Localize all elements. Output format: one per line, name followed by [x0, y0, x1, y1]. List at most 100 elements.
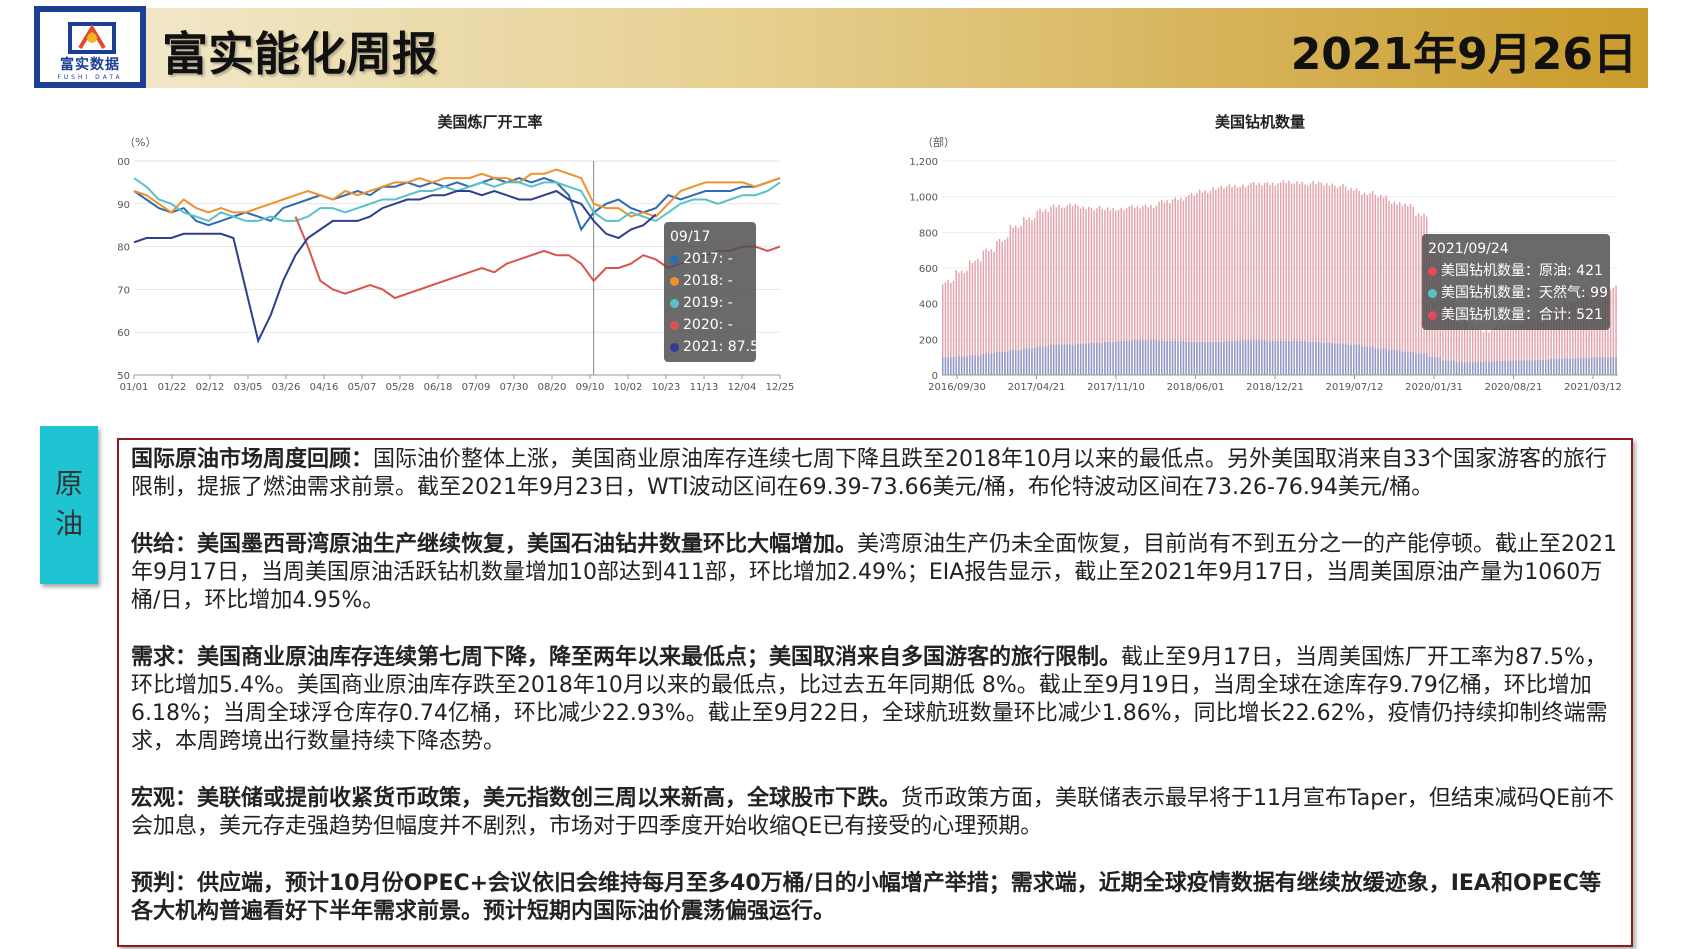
gas-bar — [1234, 341, 1236, 375]
total-bar — [1542, 314, 1544, 375]
gas-bar — [1431, 357, 1433, 375]
tooltip-date: 2021/09/24 — [1428, 241, 1509, 257]
gas-bar — [1358, 344, 1360, 375]
y-tick-label: 80 — [118, 243, 130, 254]
x-tick-label: 01/22 — [158, 382, 187, 393]
total-bar — [1296, 181, 1298, 375]
gas-bar — [1485, 361, 1487, 375]
total-bar — [963, 273, 966, 375]
total-bar — [1550, 309, 1552, 375]
total-bar — [1177, 200, 1179, 375]
gas-bar — [1033, 348, 1036, 376]
gas-bar — [1323, 342, 1325, 375]
gas-bar — [1444, 360, 1447, 375]
total-bar — [952, 280, 955, 375]
gas-bar — [1447, 360, 1450, 375]
total-bar — [1015, 225, 1017, 375]
total-bar — [1280, 182, 1282, 375]
crude-oil-tab: 原 油 — [40, 426, 98, 584]
total-bar — [966, 271, 968, 375]
y-tick-label: 50 — [118, 371, 130, 382]
total-bar — [1088, 206, 1090, 375]
total-bar — [1288, 180, 1290, 375]
series-line-2021 — [133, 189, 657, 344]
gas-bar — [1339, 343, 1341, 375]
total-bar — [1285, 182, 1287, 375]
gas-bar — [1572, 358, 1574, 375]
gas-bar — [1020, 350, 1022, 375]
gas-bar — [1096, 342, 1098, 375]
gas-bar — [1353, 344, 1355, 375]
gas-bar — [1553, 358, 1555, 375]
gas-bar — [1120, 341, 1122, 375]
total-bar — [1409, 204, 1412, 375]
gas-bar — [1193, 342, 1195, 375]
gas-bar — [1336, 343, 1339, 375]
total-bar — [1326, 183, 1328, 375]
total-bar — [1079, 208, 1082, 375]
chart2-tooltip: 2021/09/24 美国钻机数量：原油: 421 美国钻机数量：天然气: 99 美… — [1422, 234, 1610, 330]
total-bar — [1450, 299, 1452, 375]
gas-bar — [1347, 344, 1350, 375]
total-bar — [1458, 323, 1460, 375]
total-bar — [1277, 183, 1279, 375]
x-tick-label: 07/09 — [462, 382, 491, 393]
x-tick-label: 11/13 — [690, 382, 719, 393]
total-bar — [1580, 298, 1582, 375]
total-bar — [1112, 208, 1114, 375]
gas-bar — [1282, 341, 1285, 375]
total-bar — [1290, 183, 1293, 375]
total-bar — [1255, 184, 1258, 375]
y-tick-label: 100 — [118, 157, 130, 168]
gas-bar — [1326, 342, 1328, 375]
total-bar — [1212, 187, 1214, 375]
gas-bar — [1009, 350, 1012, 375]
gas-bar — [1036, 346, 1039, 375]
total-bar — [1063, 207, 1066, 375]
gas-bar — [1615, 357, 1617, 375]
gas-bar — [969, 355, 971, 375]
tooltip-value: 美国钻机数量：天然气: 99 — [1441, 285, 1608, 301]
total-bar — [1355, 188, 1358, 375]
total-bar — [1415, 215, 1417, 375]
gas-bar — [1601, 357, 1604, 375]
total-bar — [1474, 329, 1477, 375]
gas-bar — [1109, 342, 1112, 375]
total-bar — [958, 272, 960, 375]
gas-bar — [1177, 341, 1179, 375]
gas-bar — [1417, 353, 1420, 375]
total-bar — [1209, 190, 1212, 375]
total-bar — [1555, 305, 1558, 375]
gas-bar — [1563, 358, 1566, 375]
gas-bar — [1515, 360, 1517, 375]
gas-bar — [1082, 343, 1085, 375]
total-bar — [1453, 297, 1455, 375]
total-bar — [1031, 220, 1033, 375]
gas-bar — [1139, 340, 1141, 375]
total-bar — [1591, 291, 1593, 375]
report-date: 2021年9月26日 — [1290, 29, 1637, 80]
total-bar — [1493, 328, 1496, 375]
total-bar — [1496, 325, 1498, 375]
gas-bar — [1220, 342, 1222, 375]
gas-bar — [1344, 343, 1347, 375]
total-bar — [1312, 181, 1314, 375]
gas-bar — [1085, 343, 1087, 375]
total-bar — [1444, 299, 1447, 375]
total-bar — [1198, 189, 1201, 375]
gas-bar — [1244, 340, 1247, 375]
gas-bar — [1574, 358, 1577, 375]
gas-bar — [1290, 341, 1293, 375]
gas-bar — [1591, 357, 1593, 375]
total-bar — [1142, 206, 1144, 375]
total-bar — [1315, 183, 1317, 375]
total-bar — [1499, 328, 1501, 375]
gas-bar — [1071, 344, 1074, 375]
gas-bar — [955, 356, 957, 375]
gas-bar — [1612, 357, 1615, 375]
heading-demand: 需求：美国商业原油库存连续第七周下降，降至两年以来最低点；美国取消来自多国游客的… — [131, 645, 1122, 670]
total-bar — [1485, 329, 1487, 375]
x-tick-label: 2016/09/30 — [928, 382, 986, 393]
total-bar — [1520, 323, 1523, 375]
total-bar — [1180, 197, 1182, 375]
